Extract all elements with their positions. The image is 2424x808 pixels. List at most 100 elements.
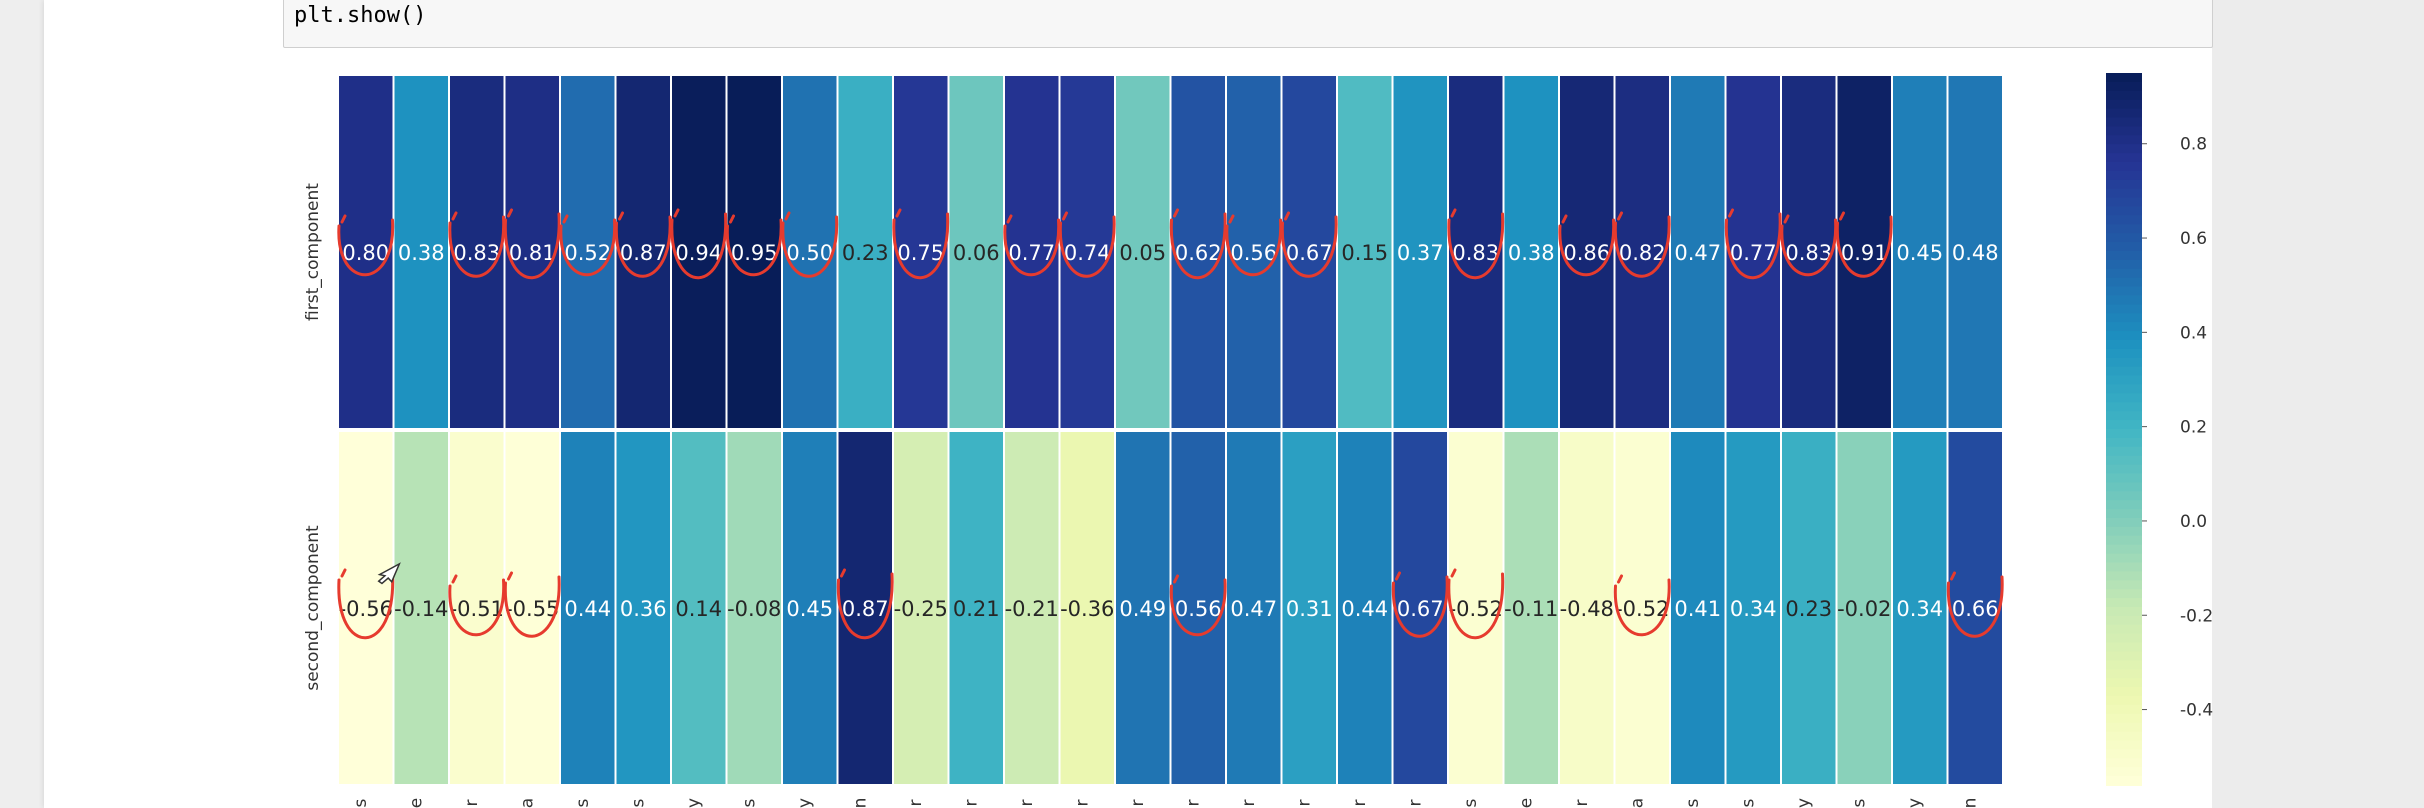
- heatmap-cell: [1280, 74, 1338, 430]
- column-label: r: [1405, 800, 1425, 807]
- cell-value-label: -0.52: [1449, 597, 1503, 621]
- cell-value-label: 0.45: [1896, 241, 1943, 265]
- colorbar-segment: [2106, 197, 2142, 208]
- heatmap-cell: [892, 74, 950, 430]
- cell-value-label: -0.55: [505, 597, 559, 621]
- red-circle-annotation: [1003, 214, 1061, 277]
- column-label: y: [684, 798, 704, 808]
- cell-value-label: 0.67: [1397, 597, 1444, 621]
- column-label: a: [1627, 798, 1647, 808]
- colorbar-segment: [2106, 562, 2142, 573]
- colorbar-segment: [2106, 340, 2142, 350]
- red-circle-annotation: [1946, 571, 2004, 638]
- heatmap-cell: [392, 430, 450, 786]
- colorbar-segment: [2106, 251, 2142, 261]
- red-circle-annotation: [670, 208, 728, 280]
- colorbar-segment: [2106, 696, 2142, 706]
- colorbar-segment: [2106, 518, 2142, 528]
- column-label: r: [906, 800, 926, 807]
- cell-value-label: 0.15: [1341, 241, 1388, 265]
- colorbar-segment: [2106, 215, 2142, 226]
- red-circle-annotation: [1835, 211, 1893, 278]
- colorbar-segment: [2106, 179, 2142, 190]
- cell-value-label: 0.34: [1730, 597, 1777, 621]
- cell-value-label: 0.95: [731, 241, 778, 265]
- heatmap-cells: 0.80 0.38 0.83 0.81 0.52 0.87 0.94 0.95 0.50 0.23…: [337, 74, 2004, 786]
- heatmap-cell: [1613, 430, 1671, 786]
- heatmap-cell: [1502, 430, 1560, 786]
- column-label: n: [1960, 798, 1980, 808]
- cell-value-label: 0.67: [1286, 241, 1333, 265]
- column-label: y: [1905, 798, 1925, 808]
- colorbar-segment: [2106, 535, 2142, 546]
- colorbar-segment: [2106, 73, 2142, 83]
- cell-value-label: 0.44: [564, 597, 611, 621]
- heatmap-cell: [559, 74, 617, 430]
- heatmap-cell: [1336, 430, 1394, 786]
- cell-value-label: 0.14: [675, 597, 722, 621]
- cell-value-label: 0.47: [1674, 241, 1721, 265]
- column-label: e: [406, 798, 426, 808]
- colorbar-segment: [2106, 117, 2142, 128]
- colorbar-segment: [2106, 322, 2142, 333]
- colorbar-tick-label: 0.4: [2180, 323, 2207, 343]
- red-circle-annotation: [1280, 211, 1338, 278]
- red-circle-annotation: [1169, 574, 1227, 637]
- cell-value-label: 0.45: [786, 597, 833, 621]
- colorbar-segment: [2106, 295, 2142, 306]
- heatmap-cell: [337, 74, 395, 430]
- colorbar-segment: [2106, 553, 2142, 564]
- heatmap-cell: [1780, 430, 1838, 786]
- cell-value-label: -0.48: [1560, 597, 1614, 621]
- heatmap-cell: [1558, 430, 1616, 786]
- colorbar-segment: [2106, 99, 2142, 110]
- cell-value-label: 0.21: [953, 597, 1000, 621]
- colorbar-segment: [2106, 348, 2142, 359]
- row-label: first_component: [303, 183, 323, 321]
- heatmap-cell: [1780, 74, 1838, 430]
- column-label: r: [1128, 800, 1148, 807]
- colorbar-segment: [2106, 455, 2142, 466]
- heatmap-cell: [448, 74, 506, 430]
- cell-value-label: 0.74: [1064, 241, 1111, 265]
- heatmap-cell: [614, 430, 672, 786]
- heatmap-cell: [1169, 430, 1227, 786]
- column-label: e: [1516, 798, 1536, 808]
- red-circle-annotation: [1447, 208, 1505, 280]
- colorbar-segment: [2106, 642, 2142, 653]
- mouse-cursor-icon: [377, 562, 401, 585]
- colorbar-segment: [2106, 162, 2142, 172]
- colorbar-segment: [2106, 153, 2142, 163]
- cell-value-label: 0.48: [1952, 241, 1999, 265]
- cell-value-label: 0.80: [342, 241, 389, 265]
- colorbar-segment: [2106, 713, 2142, 724]
- cell-value-label: 0.37: [1397, 241, 1444, 265]
- red-circle-annotation: [781, 211, 839, 278]
- colorbar: 0.8 0.6 0.4 0.2 0.0 -0.2 -0.4: [2106, 73, 2213, 786]
- column-label: s: [739, 798, 759, 807]
- colorbar-segment: [2106, 233, 2142, 244]
- colorbar-segment: [2106, 126, 2142, 137]
- colorbar-segment: [2106, 429, 2142, 439]
- red-circle-annotation: [1613, 574, 1671, 637]
- cell-value-label: 0.77: [1730, 241, 1777, 265]
- colorbar-segment: [2106, 509, 2142, 519]
- heatmap-cell: [836, 430, 894, 786]
- column-label: s: [351, 798, 371, 807]
- cell-value-label: 0.82: [1619, 241, 1666, 265]
- colorbar-tick-label: 0.2: [2180, 418, 2207, 438]
- column-label: s: [573, 798, 593, 807]
- code-cell[interactable]: plt.show(): [283, 0, 2213, 48]
- red-circle-annotation: [503, 571, 561, 638]
- colorbar-segment: [2106, 482, 2142, 493]
- cell-value-label: 0.87: [842, 597, 889, 621]
- cell-value-label: 0.44: [1341, 597, 1388, 621]
- column-label: s: [1461, 798, 1481, 807]
- colorbar-segment: [2106, 420, 2142, 430]
- cell-value-label: 0.83: [1785, 241, 1832, 265]
- cell-value-label: 0.83: [453, 241, 500, 265]
- cell-value-label: 0.41: [1674, 597, 1721, 621]
- heatmap-cell: [1447, 430, 1505, 786]
- colorbar-segment: [2106, 633, 2142, 644]
